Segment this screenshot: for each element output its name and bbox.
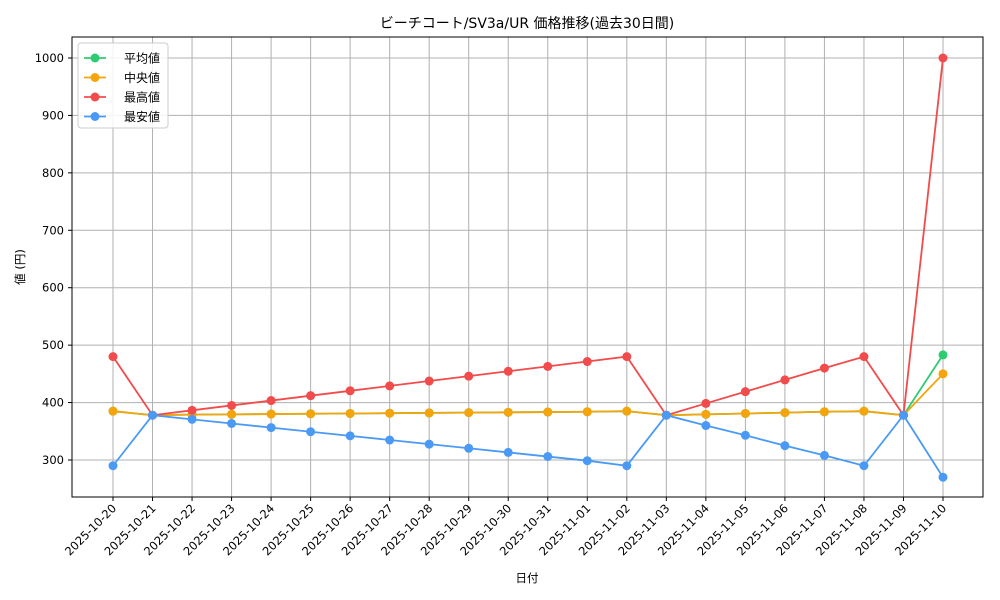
data-series: [108, 53, 948, 482]
data-point: [543, 361, 553, 371]
legend-box: [77, 42, 169, 129]
y-tick-label: 700: [42, 223, 64, 237]
data-point: [385, 435, 395, 445]
data-point: [227, 418, 237, 428]
data-point: [187, 405, 197, 415]
data-point: [780, 408, 790, 418]
data-point: [780, 441, 790, 451]
data-point: [938, 53, 948, 63]
data-point: [938, 369, 948, 379]
data-point: [345, 431, 355, 441]
data-point: [385, 381, 395, 391]
data-point: [701, 409, 711, 419]
data-point: [661, 410, 671, 420]
data-point: [701, 421, 711, 431]
data-point: [543, 407, 553, 417]
data-point: [108, 461, 118, 471]
x-axis-label: 日付: [516, 571, 539, 585]
data-point: [345, 386, 355, 396]
y-tick-label: 1000: [35, 51, 64, 65]
data-point: [108, 352, 118, 362]
data-point: [582, 456, 592, 466]
data-point: [464, 408, 474, 418]
data-point: [227, 400, 237, 410]
data-point: [424, 376, 434, 386]
legend-marker-icon: [90, 73, 100, 82]
y-tick-label: 600: [42, 281, 64, 295]
data-point: [780, 375, 790, 385]
data-point: [819, 363, 829, 373]
data-point: [424, 408, 434, 418]
y-tick-label: 900: [42, 108, 64, 122]
data-point: [227, 409, 237, 419]
y-tick-label: 800: [42, 166, 64, 180]
data-point: [503, 447, 513, 457]
y-tick-label: 500: [42, 338, 64, 352]
data-point: [345, 408, 355, 418]
data-point: [464, 371, 474, 381]
data-point: [740, 408, 750, 418]
series-line: [112, 354, 944, 417]
chart-title: ビーチコート/SV3a/UR 価格推移(過去30日間): [380, 16, 675, 32]
series-3: [108, 410, 948, 482]
legend-label: 平均値: [124, 51, 160, 66]
y-tick-label: 400: [42, 396, 64, 410]
series-line: [112, 373, 944, 417]
data-point: [148, 410, 158, 420]
data-point: [543, 452, 553, 462]
data-point: [306, 409, 316, 419]
data-point: [266, 396, 276, 406]
data-point: [859, 352, 869, 362]
series-2: [108, 53, 948, 420]
data-point: [622, 461, 632, 471]
data-point: [385, 408, 395, 418]
data-point: [266, 409, 276, 419]
data-point: [622, 406, 632, 416]
data-point: [266, 423, 276, 433]
data-point: [898, 410, 908, 420]
data-point: [108, 406, 118, 416]
data-point: [424, 439, 434, 449]
data-point: [819, 407, 829, 417]
data-point: [740, 430, 750, 440]
data-point: [819, 450, 829, 460]
data-point: [701, 398, 711, 408]
data-point: [859, 406, 869, 416]
data-point: [306, 427, 316, 437]
data-point: [306, 391, 316, 401]
legend-label: 最高値: [124, 90, 160, 105]
x-axis-ticks: 2025-10-202025-10-212025-10-222025-10-23…: [62, 497, 949, 558]
data-point: [938, 350, 948, 360]
data-point: [187, 414, 197, 424]
data-point: [582, 357, 592, 367]
data-point: [582, 407, 592, 417]
legend-marker-icon: [90, 92, 100, 102]
y-axis-label: 値 (円): [13, 249, 27, 285]
data-point: [464, 443, 474, 453]
y-axis-ticks: 300 400 500 600 700 800 900 1000: [35, 51, 72, 467]
y-tick-label: 300: [42, 453, 64, 467]
grid-lines: [72, 37, 983, 497]
legend-marker-icon: [90, 53, 100, 63]
series-line: [112, 57, 944, 418]
series-line: [112, 413, 944, 478]
legend-label: 最安値: [124, 109, 160, 124]
data-point: [859, 461, 869, 471]
series-1: [108, 369, 948, 420]
data-point: [503, 366, 513, 376]
data-point: [503, 407, 513, 417]
data-point: [938, 472, 948, 482]
legend-marker-icon: [90, 112, 100, 121]
plot-frame: [71, 36, 984, 498]
legend-label: 中央値: [124, 70, 160, 85]
data-point: [622, 352, 632, 362]
data-point: [740, 387, 750, 397]
